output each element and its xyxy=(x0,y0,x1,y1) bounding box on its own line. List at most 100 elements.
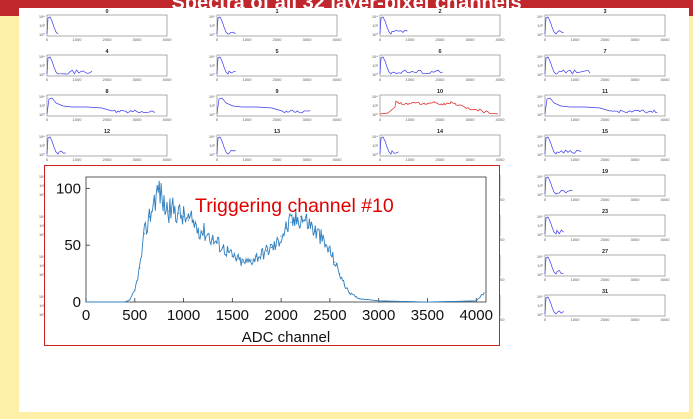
x-tick-label: 2000 xyxy=(103,77,113,82)
x-axis-label: ADC channel xyxy=(242,329,330,346)
x-tick-label: 1000 xyxy=(167,307,200,324)
data-point xyxy=(290,221,292,224)
x-tick-label: 0 xyxy=(82,307,90,324)
y-tick-label: 10² xyxy=(39,223,45,228)
channel-title: 4 xyxy=(105,49,109,55)
x-tick-label: 2000 xyxy=(601,317,611,322)
x-tick-label: 3000 xyxy=(362,307,395,324)
x-tick-label: 3000 xyxy=(133,77,143,82)
x-tick-label: 0 xyxy=(46,77,49,82)
x-tick-label: 1000 xyxy=(571,237,581,242)
channel-plot-2: 2 10⁴ 10² 10⁰0 1000 2000 3000 4000 xyxy=(372,9,505,42)
data-point xyxy=(129,299,131,301)
y-tick-label: 10² xyxy=(39,183,45,188)
y-tick-label: 10⁰ xyxy=(39,152,45,157)
channel-axes-box xyxy=(379,134,501,157)
y-tick-label: 10⁰ xyxy=(209,32,215,37)
y-tick-label: 10² xyxy=(39,263,45,268)
x-tick-label: 4000 xyxy=(661,317,671,322)
y-tick-label: 10⁴ xyxy=(372,94,378,99)
y-tick-label: 10² xyxy=(372,103,378,108)
channel-axes-box xyxy=(544,254,666,277)
x-tick-label: 4000 xyxy=(496,277,506,282)
channel-spectrum-line xyxy=(46,16,59,35)
data-point xyxy=(85,301,87,303)
data-point xyxy=(261,253,263,255)
data-point xyxy=(197,227,199,229)
data-point xyxy=(153,199,155,201)
data-point xyxy=(304,219,307,221)
channel-title: 19 xyxy=(602,169,608,175)
y-tick-label: 10⁰ xyxy=(537,112,543,117)
data-point xyxy=(358,298,360,300)
x-tick-label: 500 xyxy=(122,307,147,324)
channel-spectrum-line xyxy=(544,256,564,275)
x-tick-label: 0 xyxy=(46,117,49,122)
y-tick-label: 10⁰ xyxy=(209,152,215,157)
channel-plot-3: 3 10⁴ 10² 10⁰0 1000 2000 3000 4000 xyxy=(537,9,670,42)
channel-axes-box xyxy=(379,54,501,77)
x-tick-label: 2000 xyxy=(601,37,611,42)
y-tick-label: 10⁴ xyxy=(39,254,45,259)
data-point xyxy=(134,290,136,292)
data-point xyxy=(231,255,233,258)
y-tick-label: 10² xyxy=(537,23,543,28)
y-tick-label: 10² xyxy=(39,143,45,148)
inset-chart: 0 500 1000 1500 2000 2500 3000 3500 4000 0 50 100 Tr… xyxy=(56,176,493,346)
data-point xyxy=(378,300,380,302)
data-point xyxy=(483,292,485,294)
channel-axes-box xyxy=(379,94,501,117)
channel-spectrum-line xyxy=(544,216,564,235)
data-point xyxy=(246,261,248,263)
data-point xyxy=(187,219,189,221)
data-point xyxy=(178,212,180,214)
data-point xyxy=(217,242,219,244)
data-point xyxy=(334,261,336,263)
channel-title: 6 xyxy=(438,49,441,55)
x-tick-label: 4000 xyxy=(496,317,506,322)
channel-plot-19: 19 10⁴ 10² 10⁰0 1000 2000 3000 4000 xyxy=(537,169,670,202)
channel-plot-10: 10 10⁴ 10² 10⁰0 1000 2000 3000 4000 xyxy=(372,89,505,122)
x-tick-label: 3000 xyxy=(631,237,641,242)
trigger-spectrum-line xyxy=(86,180,485,303)
channel-title: 10 xyxy=(437,89,443,95)
x-tick-label: 1000 xyxy=(406,37,416,42)
channel-spectrum-line xyxy=(216,56,236,75)
x-tick-label: 3000 xyxy=(303,157,313,162)
y-tick-label: 10⁴ xyxy=(537,214,543,219)
data-point xyxy=(236,258,238,260)
x-tick-label: 1000 xyxy=(571,117,581,122)
y-tick-label: 10² xyxy=(537,103,543,108)
y-tick-label: 10⁴ xyxy=(209,134,215,139)
y-tick-label: 10⁰ xyxy=(39,72,45,77)
channel-title: 0 xyxy=(105,9,108,15)
x-tick-label: 4000 xyxy=(496,77,506,82)
x-tick-label: 0 xyxy=(544,157,547,162)
channel-axes-box xyxy=(216,134,338,157)
x-tick-label: 0 xyxy=(379,77,382,82)
x-tick-label: 4000 xyxy=(333,117,343,122)
y-tick-label: 10⁰ xyxy=(209,112,215,117)
y-tick-label: 10⁴ xyxy=(39,214,45,219)
y-tick-label: 10² xyxy=(39,103,45,108)
y-tick-label: 10⁴ xyxy=(372,134,378,139)
x-tick-label: 4000 xyxy=(661,37,671,42)
channel-plot-11: 11 10⁴ 10² 10⁰0 1000 2000 3000 4000 xyxy=(537,89,670,122)
y-tick-label: 10⁴ xyxy=(372,54,378,59)
y-tick-label: 10⁰ xyxy=(537,72,543,77)
y-tick-label: 10⁴ xyxy=(209,14,215,19)
y-tick-label: 10⁴ xyxy=(39,134,45,139)
x-tick-label: 3000 xyxy=(466,157,476,162)
channel-axes-box xyxy=(544,54,666,77)
x-tick-label: 0 xyxy=(544,197,547,202)
data-point xyxy=(285,227,287,229)
x-tick-label: 3000 xyxy=(631,157,641,162)
data-point xyxy=(343,284,346,286)
y-tick-label: 10⁴ xyxy=(537,54,543,59)
y-tick-label: 10² xyxy=(209,63,215,68)
x-tick-label: 4000 xyxy=(496,157,506,162)
channel-spectrum-line xyxy=(544,136,582,155)
x-tick-label: 0 xyxy=(46,157,49,162)
x-tick-label: 1000 xyxy=(406,117,416,122)
data-point xyxy=(339,273,341,275)
